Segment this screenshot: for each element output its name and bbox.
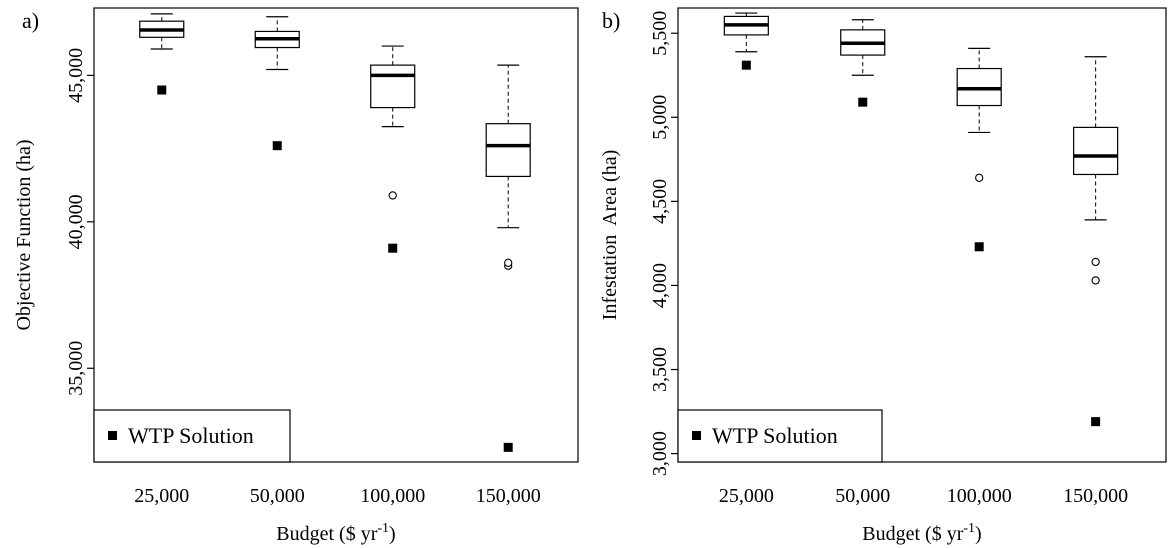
y-tick-label: 3,000 bbox=[649, 431, 671, 476]
panel-label: b) bbox=[602, 8, 620, 33]
y-tick-label: 4,000 bbox=[649, 263, 671, 308]
box-150000 bbox=[1073, 56, 1119, 285]
x-tick-label: 25,000 bbox=[719, 485, 774, 507]
y-axis-title: Objective Function (ha) bbox=[13, 139, 35, 330]
panel-label: a) bbox=[22, 8, 39, 33]
outlier-point bbox=[504, 258, 513, 267]
chart-panel-2: b) 3,000 3,500 4,000 4,500 5,000 5,500 Infestat… bbox=[599, 7, 1167, 545]
y-axis-title: Infestation Area (ha) bbox=[599, 150, 621, 320]
y-tick-label: 45,000 bbox=[65, 48, 87, 103]
x-tick-label: 25,000 bbox=[134, 485, 189, 507]
wtp-solution-marker bbox=[974, 242, 984, 252]
outlier-point bbox=[975, 173, 984, 182]
plot-frame bbox=[677, 7, 1167, 463]
wtp-solution-marker bbox=[272, 141, 282, 151]
wtp-solution-marker bbox=[503, 442, 513, 452]
legend-box bbox=[93, 409, 291, 463]
box-50000 bbox=[254, 16, 300, 71]
x-axis-title: Budget ($ yr-1) bbox=[276, 521, 395, 545]
y-tick-label: 5,500 bbox=[649, 11, 671, 56]
legend-label: WTP Solution bbox=[712, 423, 838, 448]
iqr-box bbox=[485, 123, 531, 178]
y-tick-label: 35,000 bbox=[65, 341, 87, 396]
x-tick-label: 150,000 bbox=[1063, 485, 1128, 507]
wtp-solution-marker bbox=[1091, 417, 1101, 427]
x-axis-title: Budget ($ yr-1) bbox=[862, 521, 981, 545]
wtp-solution-marker bbox=[741, 60, 751, 70]
legend-label: WTP Solution bbox=[128, 423, 254, 448]
outlier-point bbox=[1091, 276, 1100, 285]
box-100000 bbox=[956, 47, 1002, 182]
box-50000 bbox=[840, 19, 886, 76]
y-tick-label: 4,500 bbox=[649, 179, 671, 224]
legend: WTP Solution bbox=[677, 409, 883, 463]
x-tick-label: 50,000 bbox=[835, 485, 890, 507]
legend-marker bbox=[692, 431, 701, 440]
plot-frame bbox=[93, 7, 579, 463]
outlier-point bbox=[1091, 257, 1100, 267]
iqr-box bbox=[370, 64, 416, 109]
box-25000 bbox=[139, 13, 185, 50]
y-tick-label: 3,500 bbox=[649, 347, 671, 392]
wtp-solution-marker bbox=[388, 243, 398, 253]
x-tick-label: 100,000 bbox=[360, 485, 425, 507]
x-tick-label: 100,000 bbox=[947, 485, 1012, 507]
outlier-point bbox=[388, 191, 397, 200]
wtp-solution-marker bbox=[157, 85, 167, 95]
x-tick-label: 50,000 bbox=[250, 485, 305, 507]
y-tick-label: 5,000 bbox=[649, 95, 671, 140]
box-100000 bbox=[370, 45, 416, 200]
box-150000 bbox=[485, 64, 531, 270]
wtp-solution-marker bbox=[858, 97, 868, 107]
legend-marker bbox=[108, 431, 117, 440]
iqr-box bbox=[1073, 126, 1119, 176]
legend: WTP Solution bbox=[93, 409, 291, 463]
chart-panel-1: a) 35,000 40,000 45,000 Objective Function (… bbox=[13, 7, 579, 545]
x-tick-label: 150,000 bbox=[476, 485, 541, 507]
box-25000 bbox=[723, 12, 769, 53]
legend-box bbox=[677, 409, 883, 463]
y-tick-label: 40,000 bbox=[65, 194, 87, 249]
